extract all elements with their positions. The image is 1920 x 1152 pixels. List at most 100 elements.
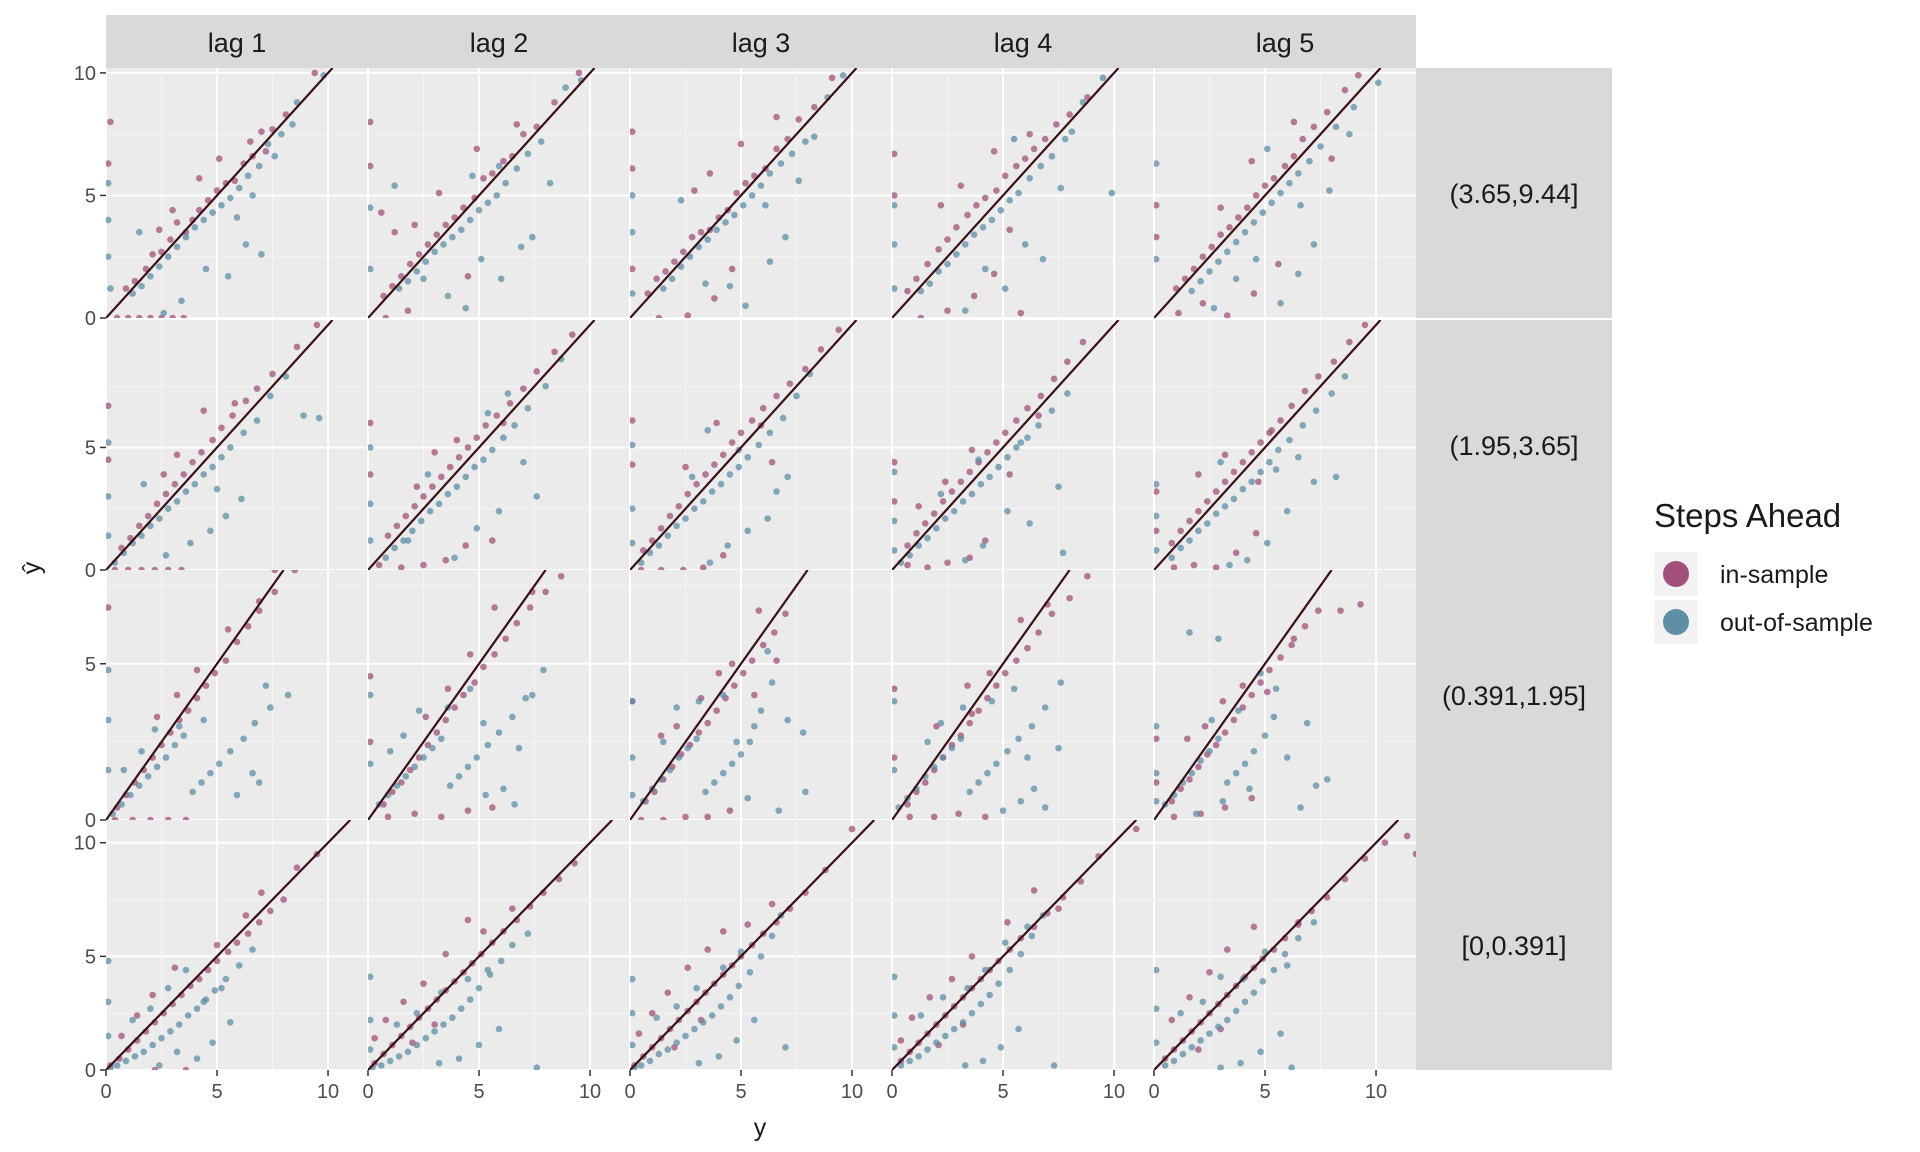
data-point (489, 446, 496, 454)
data-point (630, 975, 636, 983)
data-point (258, 250, 265, 258)
data-point (136, 314, 143, 318)
data-point (1250, 989, 1258, 997)
data-point (375, 561, 383, 569)
data-point (1168, 797, 1176, 805)
data-point (368, 419, 374, 427)
data-point (155, 1062, 163, 1069)
data-point (455, 453, 463, 461)
data-point (513, 619, 521, 627)
data-point (961, 1062, 969, 1069)
panel (367, 570, 630, 821)
y-tick-label: 10 (74, 63, 96, 85)
data-point (106, 439, 112, 446)
data-point (1341, 373, 1349, 380)
identity-line (106, 570, 285, 820)
data-point (440, 241, 447, 248)
column-strip (368, 15, 630, 68)
data-point (289, 121, 296, 128)
data-point (764, 515, 771, 522)
data-point (1374, 79, 1382, 87)
data-point (464, 916, 472, 924)
data-point (1037, 392, 1045, 400)
data-point (1168, 554, 1176, 562)
data-point (368, 444, 374, 451)
data-point (242, 912, 250, 919)
data-point (429, 744, 436, 752)
data-point (719, 691, 727, 699)
data-point (1188, 287, 1196, 295)
data-point (1248, 157, 1255, 165)
data-point (630, 539, 636, 547)
data-point (966, 468, 974, 476)
data-point (702, 280, 709, 287)
data-point (1170, 1057, 1178, 1065)
data-point (207, 527, 214, 535)
data-point (1215, 258, 1222, 265)
data-point (668, 275, 676, 283)
data-point (249, 192, 256, 199)
data-point (691, 187, 698, 194)
data-point (1177, 1009, 1184, 1017)
data-point (735, 463, 743, 471)
data-point (1217, 1064, 1224, 1070)
data-point (391, 182, 398, 189)
y-tick-label: 0 (85, 308, 96, 330)
data-point (484, 966, 492, 974)
identity-line (1154, 320, 1382, 570)
data-point (106, 160, 112, 167)
data-point (1206, 1030, 1213, 1037)
data-point (1221, 804, 1229, 811)
column-strip-label: lag 5 (1256, 28, 1315, 58)
panel (367, 820, 630, 1071)
data-point (368, 691, 374, 699)
data-point (1004, 453, 1011, 461)
data-point (1208, 716, 1216, 724)
data-point (828, 74, 836, 82)
data-point (106, 716, 112, 724)
x-tick-label: 10 (1103, 1081, 1125, 1103)
data-point (171, 741, 179, 749)
data-point (704, 236, 712, 243)
data-point (892, 150, 898, 158)
data-point (107, 285, 114, 292)
data-point (1241, 760, 1249, 768)
data-point (660, 285, 667, 292)
data-point (200, 216, 207, 224)
data-point (1199, 299, 1207, 307)
data-point (431, 248, 438, 256)
data-point (1312, 782, 1320, 789)
data-point (799, 729, 807, 736)
data-point (106, 456, 112, 464)
data-point (149, 1041, 156, 1049)
data-point (1317, 143, 1324, 150)
data-point (1154, 735, 1160, 743)
data-point (240, 429, 247, 437)
data-point (1312, 407, 1320, 414)
data-point (1199, 998, 1207, 1006)
data-point (711, 779, 718, 786)
data-point (382, 314, 390, 318)
data-point (480, 719, 487, 727)
data-point (892, 973, 898, 981)
data-point (557, 572, 565, 580)
data-point (480, 928, 487, 935)
data-point (520, 130, 527, 138)
data-point (711, 461, 718, 468)
data-point (522, 694, 529, 702)
panel (105, 820, 368, 1071)
data-point (442, 716, 450, 724)
data-point (129, 816, 136, 820)
data-point (1221, 502, 1229, 510)
panel (891, 320, 1154, 571)
data-point (1266, 458, 1273, 466)
data-point (777, 160, 785, 167)
data-point (106, 957, 112, 965)
data-point (968, 1009, 976, 1017)
x-tick-label: 0 (100, 1081, 111, 1103)
data-point (1277, 299, 1284, 307)
data-point (562, 84, 569, 91)
data-point (699, 1018, 707, 1026)
data-point (215, 155, 223, 162)
data-point (917, 1012, 925, 1019)
